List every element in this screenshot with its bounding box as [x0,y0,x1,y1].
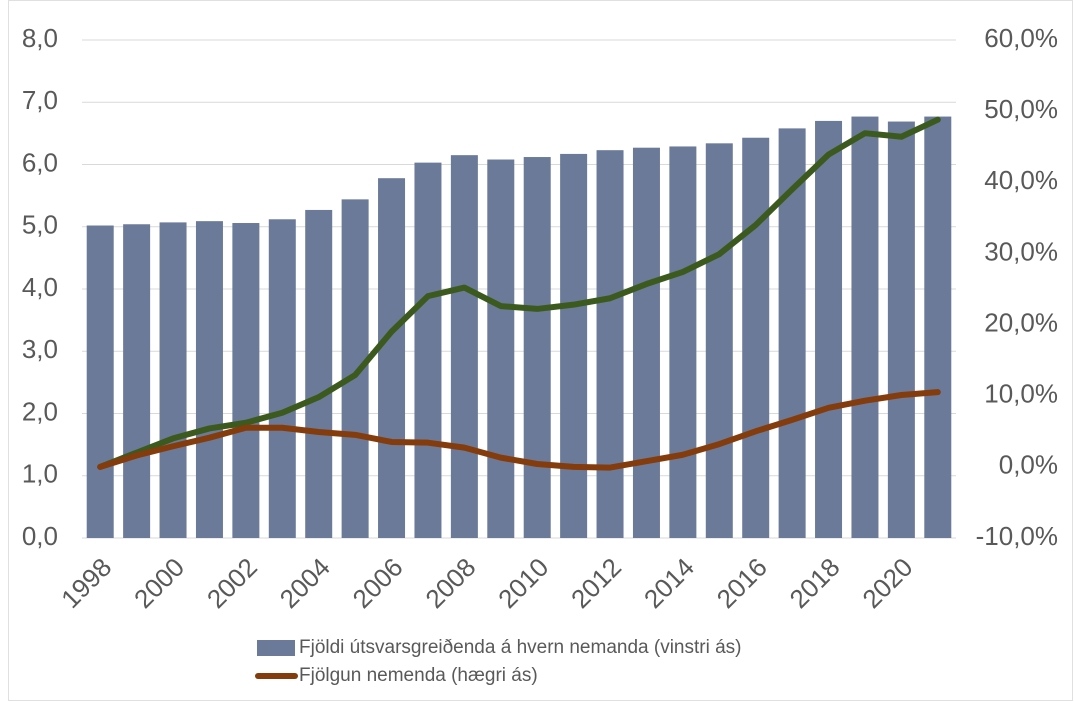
legend-swatch [257,640,295,656]
bar [159,222,187,538]
y-tick-label: 8,0 [22,23,58,53]
y2-tick-label: 20,0% [984,307,1058,337]
x-tick-label: 2010 [492,552,554,614]
y2-tick-label: 50,0% [984,94,1058,124]
x-tick-label: 2020 [856,552,918,614]
x-tick-label: 2006 [347,552,409,614]
y2-tick-label: -10,0% [976,521,1058,551]
bar [414,162,442,538]
line [97,389,941,471]
y-tick-label: 6,0 [22,147,58,177]
y2-tick-label: 0,0% [999,450,1058,480]
y2-tick-label: 40,0% [984,165,1058,195]
x-tick-label: 2016 [711,552,773,614]
y2-tick-label: 30,0% [984,236,1058,266]
bar [523,157,551,538]
bar [887,121,915,539]
x-tick-label: 1998 [55,552,117,614]
bar [195,221,223,538]
y-tick-label: 5,0 [22,210,58,240]
bar [268,219,296,538]
bar [378,178,406,538]
line [97,116,941,470]
bar [487,159,515,538]
legend-label: Fjöldi útsvarsgreiðenda á hvern nemanda … [299,637,742,658]
y2-tick-label: 60,0% [984,23,1058,53]
y-tick-label: 1,0 [22,459,58,489]
x-tick-label: 2014 [638,552,700,614]
bar [86,225,114,538]
y-tick-label: 7,0 [22,85,58,115]
bar [669,146,697,538]
bar [924,116,952,538]
bar [596,150,624,538]
bar [560,153,588,539]
bar [123,224,151,538]
y-tick-label: 2,0 [22,396,58,426]
y-tick-label: 0,0 [22,521,58,551]
bar [851,116,879,538]
x-tick-label: 2012 [565,552,627,614]
bar [742,137,770,539]
y-tick-label: 4,0 [22,272,58,302]
x-tick-label: 2008 [419,552,481,614]
bar [705,143,733,538]
bar [341,199,369,539]
x-tick-label: 2000 [128,552,190,614]
bar [450,155,478,538]
bar [632,147,660,538]
x-tick-label: 2002 [201,552,263,614]
x-tick-label: 2018 [784,552,846,614]
bar [232,223,260,538]
legend-label: Fjölgun nemenda (hægri ás) [299,665,538,686]
bar [305,209,333,538]
bar [815,120,843,539]
y2-tick-label: 10,0% [984,379,1058,409]
x-tick-label: 2004 [274,552,336,614]
y-tick-label: 3,0 [22,334,58,364]
frame [8,0,1073,701]
